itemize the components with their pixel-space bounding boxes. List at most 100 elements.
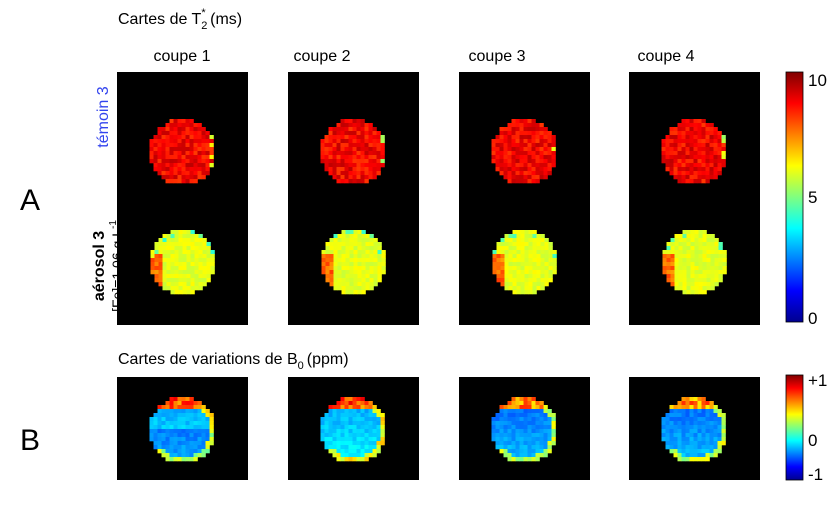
pixel	[670, 238, 675, 243]
pixel	[516, 238, 521, 243]
pixel	[511, 151, 516, 156]
pixel	[365, 254, 370, 259]
pixel	[717, 139, 722, 144]
pixel	[344, 397, 349, 402]
pixel	[340, 457, 345, 462]
pixel	[190, 230, 195, 235]
pixel	[503, 139, 508, 144]
pixel	[697, 413, 702, 418]
pixel	[158, 242, 163, 247]
pixel	[701, 429, 706, 434]
pixel	[539, 401, 544, 406]
pixel	[174, 258, 179, 263]
pixel	[181, 405, 186, 410]
pixel	[321, 250, 326, 255]
pixel	[333, 234, 338, 239]
pixel	[527, 147, 532, 152]
pixel	[713, 421, 718, 426]
pixel	[717, 409, 722, 414]
pixel	[503, 453, 508, 458]
pixel	[669, 409, 674, 414]
pixel	[209, 151, 214, 156]
pixel	[540, 262, 545, 267]
pixel	[356, 139, 361, 144]
pixel	[511, 139, 516, 144]
pixel	[544, 246, 549, 251]
pixel	[344, 139, 349, 144]
pixel	[523, 155, 528, 160]
pixel	[702, 250, 707, 255]
pixel	[519, 139, 524, 144]
pixel	[495, 421, 500, 426]
pixel	[209, 147, 214, 152]
pixel	[666, 270, 671, 275]
pixel	[352, 437, 357, 442]
pixel	[373, 246, 378, 251]
pixel	[536, 234, 541, 239]
pixel	[528, 250, 533, 255]
pixel	[519, 445, 524, 450]
pixel	[677, 405, 682, 410]
pixel	[348, 175, 353, 180]
pixel	[344, 457, 349, 462]
pixel	[368, 139, 373, 144]
pixel	[365, 238, 370, 243]
pixel	[194, 286, 199, 291]
pixel	[185, 441, 190, 446]
pixel	[669, 139, 674, 144]
pixel	[520, 262, 525, 267]
pixel	[150, 270, 155, 275]
pixel	[705, 127, 710, 132]
pixel	[202, 238, 207, 243]
pixel	[177, 179, 182, 184]
pixel	[531, 151, 536, 156]
pixel	[177, 155, 182, 160]
pixel	[340, 171, 345, 176]
pixel	[531, 175, 536, 180]
pixel	[527, 409, 532, 414]
pixel	[532, 254, 537, 259]
pixel	[520, 270, 525, 275]
pixel	[697, 445, 702, 450]
pixel	[181, 441, 186, 446]
pixel	[336, 147, 341, 152]
pixel	[182, 286, 187, 291]
pixel	[548, 246, 553, 251]
pixel	[543, 413, 548, 418]
pixel	[357, 274, 362, 279]
pixel	[693, 155, 698, 160]
pixel	[344, 151, 349, 156]
pixel	[504, 282, 509, 287]
pixel	[154, 258, 159, 263]
pixel	[332, 159, 337, 164]
pixel	[197, 429, 202, 434]
pixel	[689, 159, 694, 164]
pixel	[173, 449, 178, 454]
pixel	[543, 159, 548, 164]
pixel	[528, 266, 533, 271]
pixel	[547, 417, 552, 422]
pixel	[186, 266, 191, 271]
pixel	[177, 405, 182, 410]
pixel	[540, 270, 545, 275]
pixel	[349, 246, 354, 251]
pixel	[677, 433, 682, 438]
pixel	[709, 429, 714, 434]
pixel	[689, 417, 694, 422]
pixel	[321, 254, 326, 259]
pixel	[697, 151, 702, 156]
pixel	[677, 147, 682, 152]
pixel	[516, 254, 521, 259]
pixel	[336, 417, 341, 422]
pixel	[361, 278, 366, 283]
pixel	[528, 234, 533, 239]
pixel	[325, 278, 330, 283]
pixel	[661, 433, 666, 438]
pixel	[332, 155, 337, 160]
pixel	[202, 254, 207, 259]
pixel	[706, 274, 711, 279]
pixel	[698, 254, 703, 259]
pixel	[519, 413, 524, 418]
pixel	[337, 270, 342, 275]
pixel	[516, 290, 521, 295]
